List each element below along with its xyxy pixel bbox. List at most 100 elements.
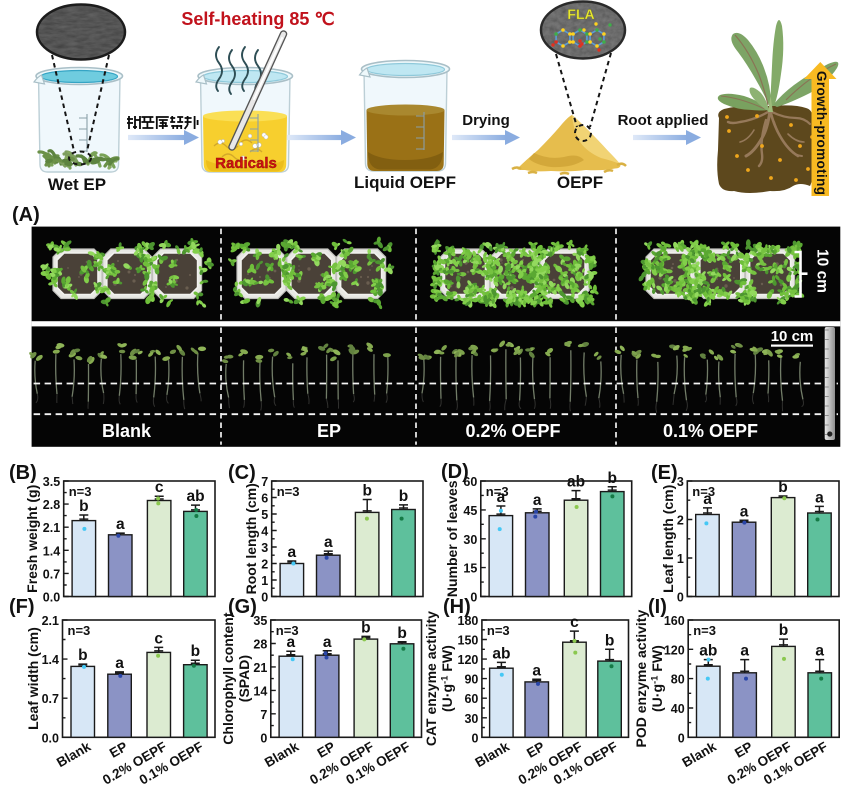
svg-text:0: 0 [470,591,477,605]
svg-text:14: 14 [253,684,267,698]
svg-text:(I): (I) [648,596,667,618]
svg-text:0: 0 [677,591,684,605]
svg-text:b: b [779,622,788,639]
svg-text:Growth-promoting: Growth-promoting [814,71,829,195]
svg-text:a: a [740,503,749,520]
svg-text:0: 0 [261,591,268,605]
svg-text:Self-heating 85 ℃: Self-heating 85 ℃ [181,9,334,29]
svg-text:n=3: n=3 [277,484,300,499]
svg-text:(U·g-1 FW): (U·g-1 FW) [649,645,665,712]
svg-text:0.1% OEPF: 0.1% OEPF [663,421,758,441]
svg-text:n=3: n=3 [276,623,299,638]
svg-text:EP: EP [315,739,338,761]
svg-text:120: 120 [458,653,479,667]
svg-text:0: 0 [678,731,685,745]
svg-text:FLA: FLA [567,6,594,22]
svg-text:OEPF: OEPF [557,173,603,192]
svg-text:a: a [115,655,124,672]
svg-text:2: 2 [261,558,268,572]
svg-text:1.4: 1.4 [42,653,59,667]
svg-text:ab: ab [567,474,585,491]
svg-text:Wet EP: Wet EP [48,175,106,194]
svg-text:3.5: 3.5 [43,475,60,489]
svg-text:3: 3 [261,541,268,555]
svg-text:Liquid OEPF: Liquid OEPF [354,173,456,192]
svg-text:Blank: Blank [54,739,94,771]
svg-text:(D): (D) [441,461,469,483]
svg-text:0.0: 0.0 [43,591,60,605]
svg-text:5: 5 [261,508,268,522]
svg-text:6: 6 [261,492,268,506]
svg-text:2.8: 2.8 [43,498,60,512]
svg-text:EP: EP [317,421,341,441]
svg-text:Number of leaves: Number of leaves [444,480,460,597]
svg-text:a: a [815,489,824,506]
svg-text:(H): (H) [443,596,471,618]
svg-text:ab: ab [186,488,204,505]
svg-text:(U·g-1 FW): (U·g-1 FW) [439,645,455,712]
svg-text:(A): (A) [12,204,40,226]
svg-text:a: a [533,492,542,509]
svg-text:0: 0 [260,731,267,745]
svg-text:c: c [154,630,163,647]
svg-text:a: a [532,662,541,679]
svg-text:160: 160 [664,614,685,628]
svg-text:n=3: n=3 [692,484,715,499]
svg-text:Blank: Blank [679,739,719,771]
svg-text:(G): (G) [228,596,257,618]
svg-text:(C): (C) [228,462,256,484]
svg-text:a: a [324,534,333,551]
svg-text:Leaf length (cm): Leaf length (cm) [660,485,676,593]
svg-text:a: a [703,491,712,508]
svg-text:2: 2 [677,514,684,528]
svg-text:a: a [287,544,296,561]
svg-text:c: c [155,479,164,496]
svg-text:Root applied: Root applied [618,112,709,129]
svg-text:0: 0 [471,731,478,745]
svg-text:60: 60 [464,692,478,706]
svg-text:1: 1 [261,574,268,588]
svg-text:40: 40 [671,702,685,716]
svg-text:7: 7 [260,708,267,722]
svg-text:EP: EP [732,739,755,761]
svg-text:n=3: n=3 [68,623,91,638]
svg-text:4: 4 [261,525,268,539]
svg-text:c: c [570,614,579,631]
svg-text:(E): (E) [651,462,678,484]
svg-text:15: 15 [463,562,477,576]
svg-text:Drying: Drying [462,112,510,129]
svg-text:180: 180 [458,614,479,628]
svg-text:b: b [361,619,370,636]
svg-text:a: a [497,489,506,506]
svg-text:7: 7 [261,475,268,489]
svg-text:n=3: n=3 [486,484,509,499]
svg-text:30: 30 [464,712,478,726]
svg-text:b: b [191,643,200,660]
svg-text:b: b [79,498,88,515]
svg-text:Root length (cm): Root length (cm) [243,483,259,594]
svg-text:b: b [605,632,614,649]
svg-text:b: b [397,625,406,642]
svg-text:30: 30 [463,533,477,547]
svg-text:n=3: n=3 [693,623,716,638]
svg-text:0.0: 0.0 [42,731,59,745]
svg-text:(SPAD): (SPAD) [236,655,252,702]
svg-text:1.4: 1.4 [43,544,60,558]
svg-text:Radicals: Radicals [215,155,277,172]
svg-text:1: 1 [677,552,684,566]
svg-text:0.2% OEPF: 0.2% OEPF [465,421,560,441]
svg-text:35: 35 [253,614,267,628]
svg-text:a: a [740,643,749,660]
svg-text:Chlorophyll content: Chlorophyll content [220,612,236,745]
svg-text:a: a [815,643,824,660]
svg-text:2.1: 2.1 [43,521,60,535]
svg-text:(B): (B) [9,462,37,484]
svg-text:10 cm: 10 cm [814,249,831,293]
svg-text:60: 60 [463,475,477,489]
svg-text:a: a [116,516,125,533]
svg-text:b: b [362,483,371,500]
svg-text:45: 45 [463,504,477,518]
svg-text:POD enzyme activity: POD enzyme activity [633,610,649,748]
svg-text:Blank: Blank [262,739,302,771]
svg-text:b: b [607,470,616,487]
